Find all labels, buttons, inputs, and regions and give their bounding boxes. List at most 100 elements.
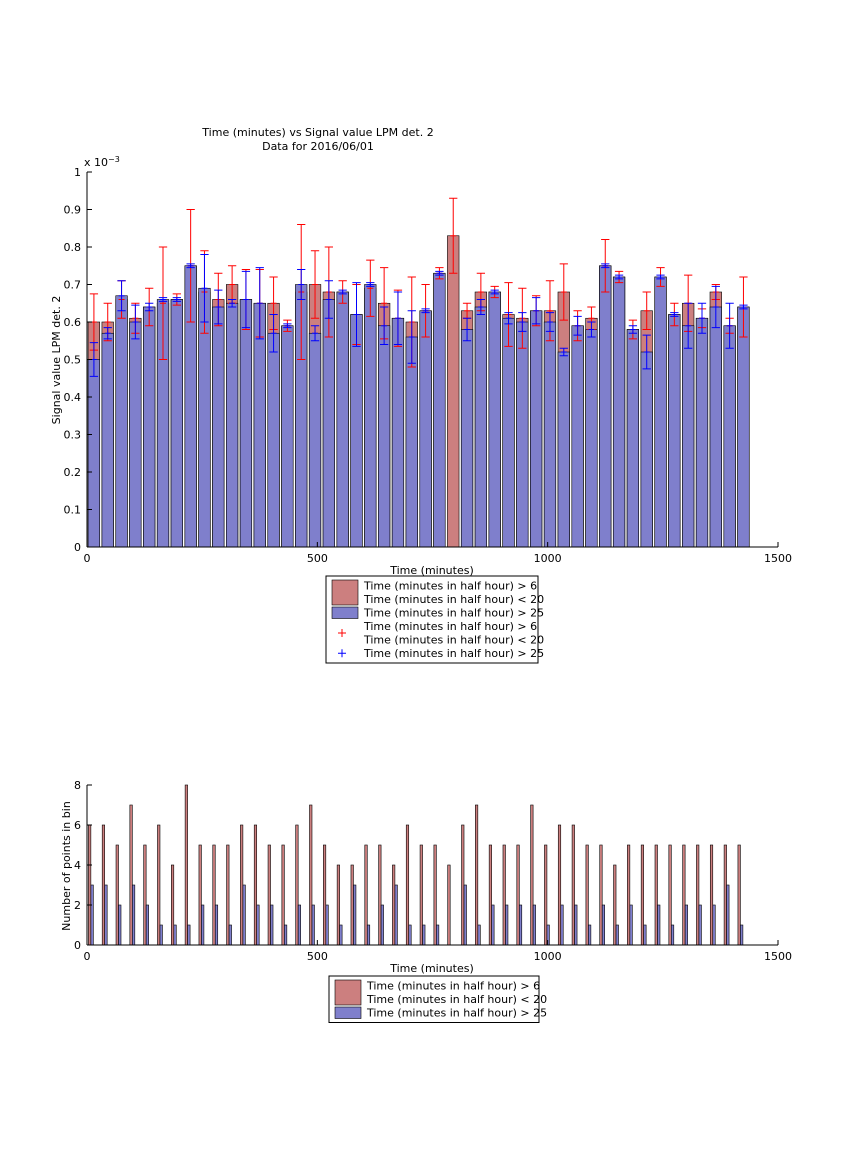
chart2-bar-s2 bbox=[132, 884, 136, 946]
chart2-bar-s2 bbox=[90, 884, 94, 946]
chart2-bar-s2 bbox=[477, 924, 481, 946]
chart1-bar-s2 bbox=[433, 272, 446, 548]
chart2-bar-s2 bbox=[726, 884, 730, 946]
chart2-bar-s2 bbox=[643, 924, 647, 946]
chart1-legend-label: Time (minutes in half hour) > 6 bbox=[363, 580, 537, 593]
chart1-bar-s2 bbox=[460, 329, 474, 548]
chart2-bar-s1 bbox=[682, 844, 686, 946]
chart2-bar-s2 bbox=[118, 904, 122, 946]
chart2-bar-s2 bbox=[394, 884, 398, 946]
chart2-bar-s2 bbox=[311, 904, 315, 946]
chart1-bar-s2 bbox=[695, 317, 709, 548]
chart2: Number of points in bin Time (minutes) 0… bbox=[60, 779, 792, 1023]
chart2-bar-s1 bbox=[696, 844, 700, 946]
chart1-bar-s2 bbox=[474, 306, 487, 548]
chart2-x-tick-label: 1000 bbox=[534, 950, 562, 963]
chart1-bar-s2 bbox=[350, 314, 363, 548]
chart2-bar-s1 bbox=[709, 844, 714, 946]
chart2-bar-s2 bbox=[256, 904, 260, 946]
chart2-bar-s1 bbox=[101, 824, 105, 946]
chart2-ylabel: Number of points in bin bbox=[60, 801, 73, 931]
chart2-x-tick-label: 0 bbox=[84, 950, 91, 963]
chart2-bar-s1 bbox=[336, 864, 340, 946]
chart1-legend-label: Time (minutes in half hour) > 6 bbox=[363, 620, 537, 633]
chart1-ylabel: Signal value LPM det. 2 bbox=[50, 296, 63, 425]
chart2-bar-s2 bbox=[270, 904, 274, 946]
chart1-y-tick-label: 0.6 bbox=[64, 316, 82, 329]
chart2-y-tick-label: 0 bbox=[74, 939, 81, 952]
chart2-bar-s2 bbox=[574, 904, 578, 946]
chart1-y-tick-label: 0.4 bbox=[64, 391, 82, 404]
chart1-x-tick-label: 0 bbox=[84, 552, 91, 565]
chart2-bar-s1 bbox=[488, 844, 492, 946]
chart1-bar-s2 bbox=[682, 325, 695, 548]
chart1-subtitle: Data for 2016/06/01 bbox=[262, 140, 374, 153]
chart1-bar-s2 bbox=[543, 321, 557, 548]
chart2-y-tick-label: 8 bbox=[74, 779, 81, 792]
chart2-bar-s1 bbox=[475, 804, 479, 946]
chart2-y-tick-label: 2 bbox=[74, 899, 81, 912]
chart2-bar-s2 bbox=[104, 884, 108, 946]
chart2-bar-s2 bbox=[671, 924, 675, 946]
chart2-bar-s2 bbox=[380, 904, 384, 946]
chart1-bar-s1 bbox=[447, 235, 460, 548]
chart1-bar-s2 bbox=[626, 329, 639, 548]
chart2-y-tick-label: 6 bbox=[74, 819, 81, 832]
chart1-bar-s2 bbox=[239, 299, 253, 548]
chart2-bar-s2 bbox=[436, 924, 440, 946]
chart1-bar-s2 bbox=[668, 314, 681, 548]
chart1-bar-s2 bbox=[419, 310, 432, 548]
chart1-bar-s2 bbox=[391, 317, 405, 548]
chart2-bar-s2 bbox=[145, 904, 149, 946]
chart2-bar-s1 bbox=[723, 844, 727, 946]
chart1-y-tick-label: 0.8 bbox=[64, 241, 82, 254]
chart1-bar-s2 bbox=[405, 336, 418, 548]
chart2-bar-s1 bbox=[737, 844, 741, 946]
chart2-bar-s1 bbox=[171, 864, 175, 946]
chart2-bar-s1 bbox=[184, 784, 188, 946]
chart1-bar-s2 bbox=[571, 325, 584, 548]
chart2-bar-s1 bbox=[253, 824, 258, 946]
chart2-axes: 0 500 1000 1500 0 2 4 6 8 bbox=[74, 779, 792, 963]
chart1-x-tick-label: 1000 bbox=[534, 552, 562, 565]
chart2-xlabel: Time (minutes) bbox=[389, 962, 474, 975]
chart1-y-tick-label: 0.1 bbox=[64, 504, 82, 517]
chart2-bar-s2 bbox=[491, 904, 495, 946]
chart1-bar-s2 bbox=[737, 306, 750, 548]
chart2-bar-s1 bbox=[640, 844, 644, 946]
chart1-bar-s2 bbox=[253, 302, 266, 548]
chart2-bar-s1 bbox=[309, 804, 313, 946]
chart1-y-tick-label: 0.7 bbox=[64, 279, 82, 292]
chart2-bar-s2 bbox=[615, 924, 619, 946]
chart2-bar-s2 bbox=[463, 884, 467, 946]
chart2-bar-s1 bbox=[143, 844, 147, 946]
chart2-bar-s1 bbox=[654, 844, 658, 946]
chart2-bar-s1 bbox=[350, 864, 354, 946]
chart2-bar-s2 bbox=[159, 924, 163, 946]
chart2-bar-s2 bbox=[325, 904, 329, 946]
chart2-bar-s1 bbox=[226, 844, 230, 946]
chart2-bar-s2 bbox=[588, 924, 592, 946]
chart2-bar-s2 bbox=[228, 924, 232, 946]
chart1-bar-s2 bbox=[502, 317, 515, 548]
chart1-bar-s2 bbox=[516, 321, 529, 548]
chart1-bar-s2 bbox=[599, 265, 612, 548]
chart1-legend-label: Time (minutes in half hour) > 25 bbox=[363, 647, 544, 660]
chart1-x-tick-label: 1500 bbox=[764, 552, 792, 565]
chart1-y-tick-label: 0.9 bbox=[64, 204, 82, 217]
chart2-legend-swatch bbox=[334, 1006, 362, 1019]
chart2-bars bbox=[88, 784, 744, 946]
chart1-bar-s2 bbox=[281, 325, 294, 548]
chart1-bar-s2 bbox=[654, 276, 667, 548]
chart1-y-multiplier-base: x 10 bbox=[84, 156, 108, 169]
chart2-bar-s1 bbox=[157, 824, 161, 946]
chart2-bar-s2 bbox=[698, 904, 702, 946]
chart2-bar-s2 bbox=[601, 904, 605, 946]
chart1-bar-s2 bbox=[129, 321, 142, 548]
chart2-bar-s1 bbox=[212, 844, 216, 946]
chart2-bar-s1 bbox=[502, 844, 506, 946]
chart1-bar-s2 bbox=[101, 332, 114, 548]
chart2-bar-s1 bbox=[364, 844, 368, 946]
chart2-bar-s2 bbox=[712, 904, 716, 946]
chart1-axes: 0 500 1000 1500 0 0.1 0.2 0.3 0.4 0.5 0.6 0.7 0.8 0.9… bbox=[64, 166, 793, 565]
